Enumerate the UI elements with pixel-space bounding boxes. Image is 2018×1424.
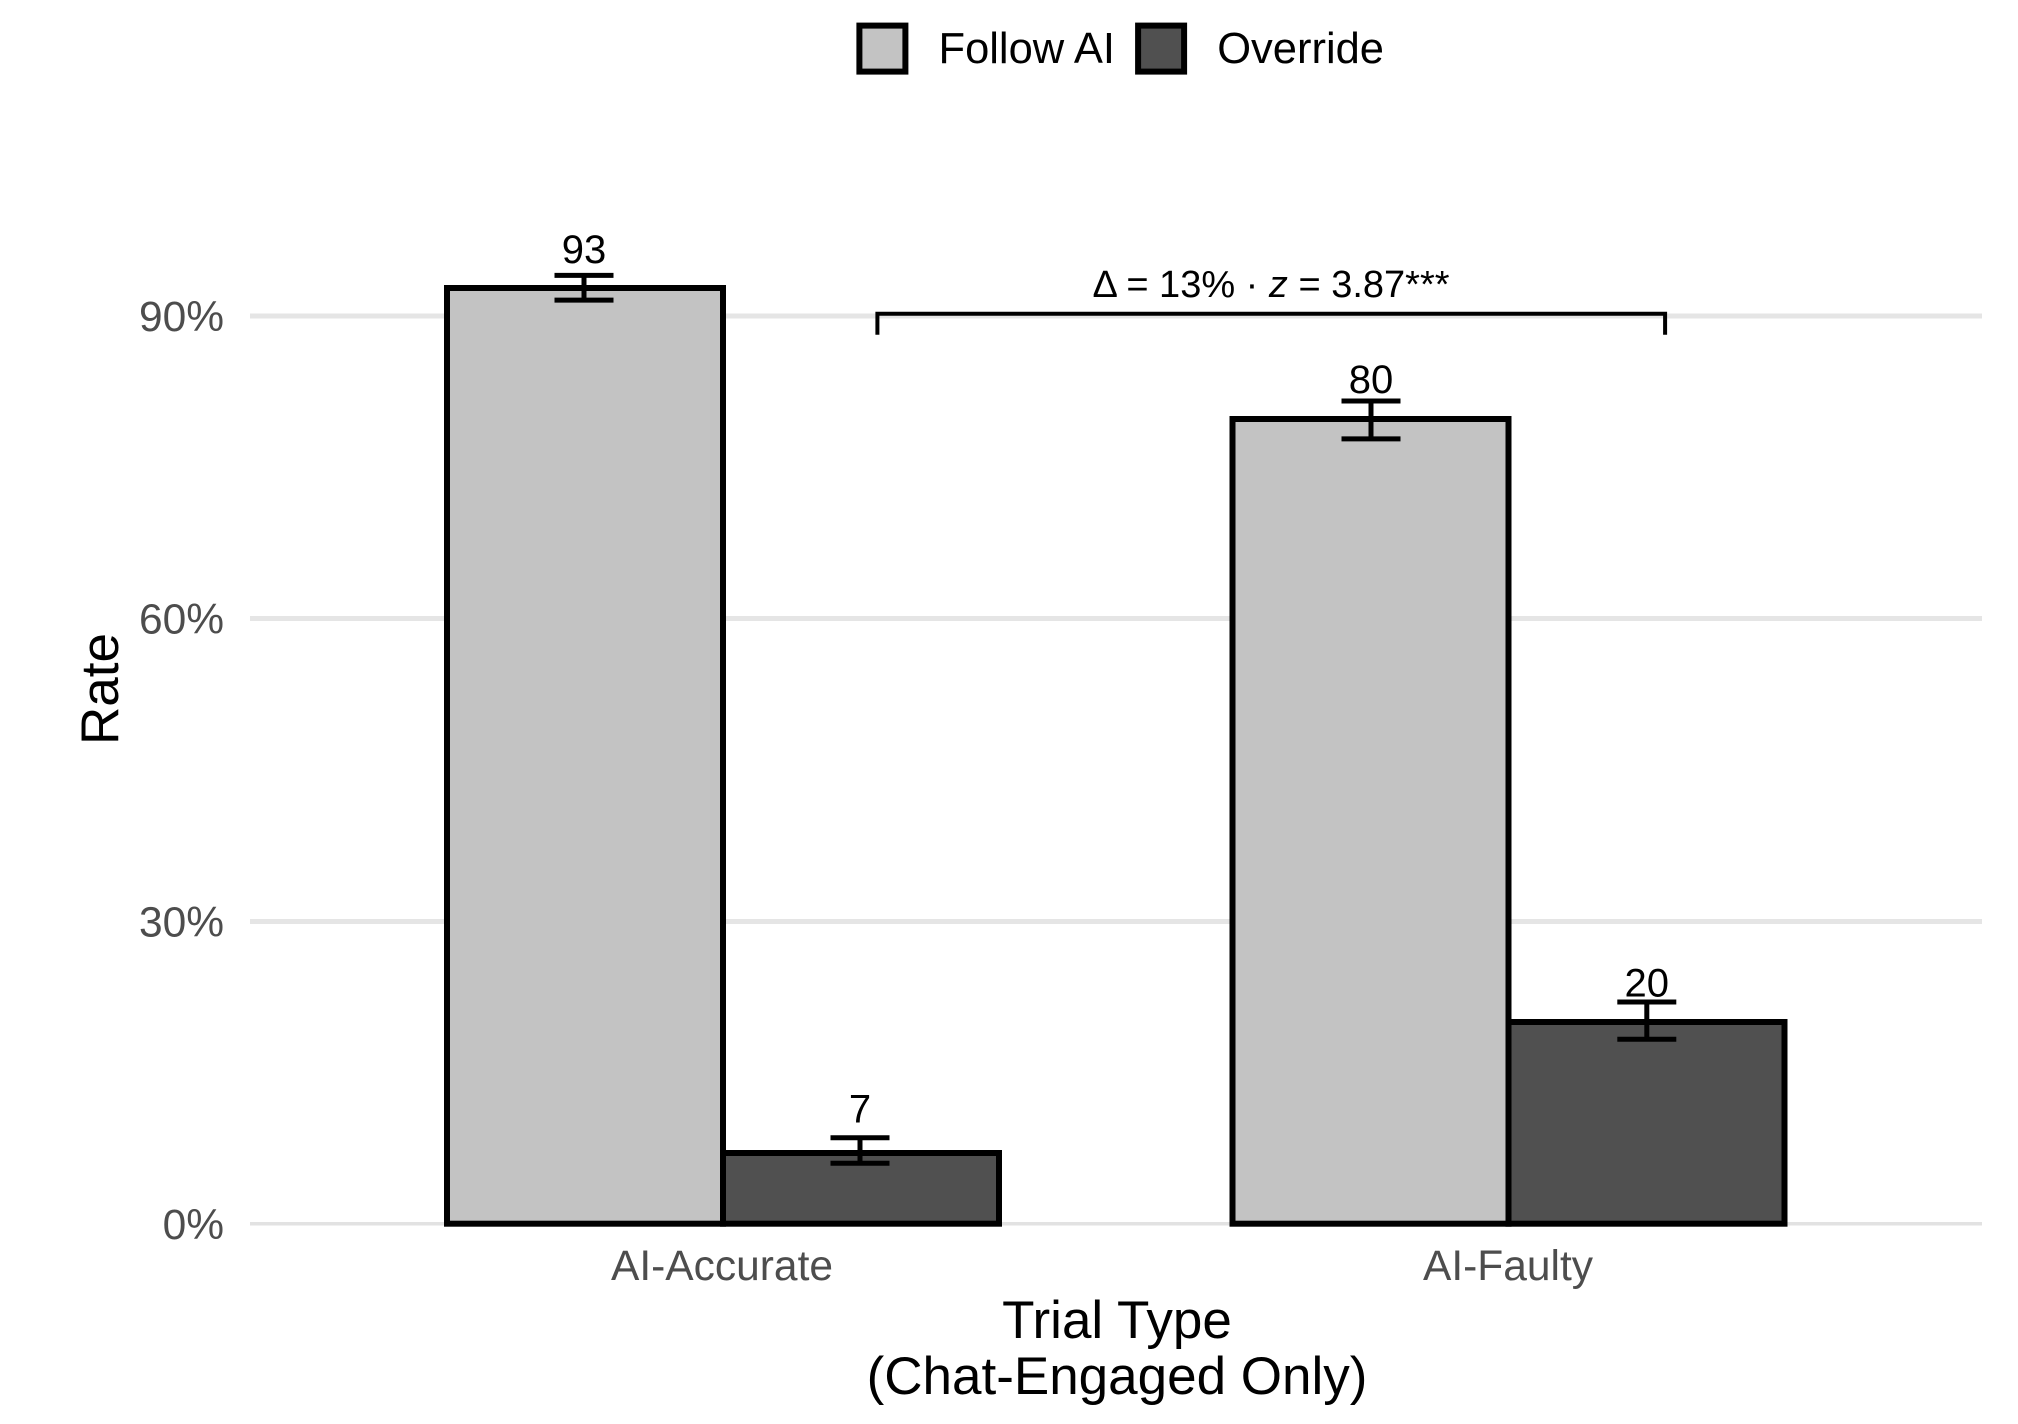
svg-text:80: 80 <box>1349 358 1394 402</box>
svg-text:AI-Accurate: AI-Accurate <box>611 1243 833 1290</box>
svg-text:(Chat-Engaged Only): (Chat-Engaged Only) <box>867 1347 1368 1406</box>
svg-text:7: 7 <box>849 1088 871 1132</box>
svg-text:Δ = 13% · z = 3.87***: Δ = 13% · z = 3.87*** <box>1092 264 1449 306</box>
svg-text:90%: 90% <box>139 294 224 341</box>
svg-text:0%: 0% <box>163 1202 224 1249</box>
svg-text:60%: 60% <box>139 597 224 644</box>
svg-text:Override: Override <box>1217 25 1384 73</box>
svg-text:Rate: Rate <box>71 633 130 745</box>
svg-text:Trial Type: Trial Type <box>1002 1291 1232 1350</box>
svg-text:AI-Faulty: AI-Faulty <box>1423 1243 1594 1290</box>
svg-text:20: 20 <box>1625 962 1670 1006</box>
svg-text:30%: 30% <box>139 900 224 947</box>
svg-text:Follow AI: Follow AI <box>939 25 1116 73</box>
svg-text:93: 93 <box>562 228 607 272</box>
